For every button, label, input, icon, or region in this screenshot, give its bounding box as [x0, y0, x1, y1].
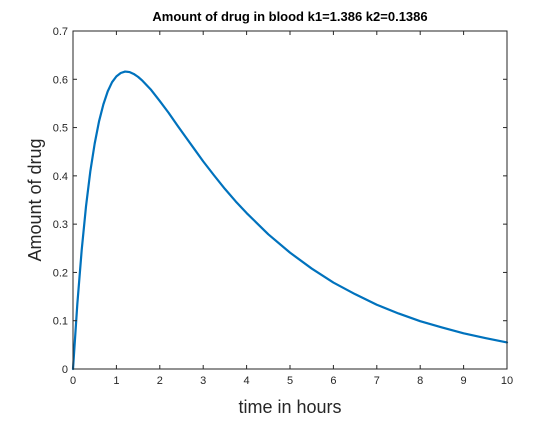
x-tick-label: 6	[330, 375, 336, 387]
y-axis-label: Amount of drug	[25, 138, 45, 261]
series-layer	[71, 70, 509, 371]
y-tick-label: 0.3	[53, 219, 68, 231]
x-tick-label: 0	[70, 375, 76, 387]
y-tick-label: 0.5	[53, 123, 68, 135]
y-tick-label: 0.7	[53, 26, 68, 38]
x-tick-label: 7	[374, 375, 380, 387]
x-tick-label: 5	[287, 375, 293, 387]
y-tick-label: 0.6	[53, 74, 68, 86]
x-tick-label: 2	[157, 375, 163, 387]
plot-area-background	[73, 31, 507, 369]
chart-title: Amount of drug in blood k1=1.386 k2=0.13…	[152, 9, 427, 24]
y-tick-label: 0	[62, 364, 68, 376]
x-axis-label: time in hours	[238, 397, 341, 417]
y-tick-label: 0.1	[53, 316, 68, 328]
x-tick-label: 9	[461, 375, 467, 387]
y-tick-label: 0.4	[53, 171, 68, 183]
x-tick-label: 1	[113, 375, 119, 387]
x-tick-label: 4	[244, 375, 250, 387]
x-axis-ticks: 0 1 2 3 4 5 6 7 8 9 10	[70, 31, 513, 387]
y-axis-ticks: 0 0.1 0.2 0.3 0.4 0.5 0.6 0.7	[53, 26, 507, 376]
x-tick-label: 3	[200, 375, 206, 387]
x-tick-label: 10	[501, 375, 513, 387]
y-tick-label: 0.2	[53, 267, 68, 279]
series-line-1	[71, 70, 509, 371]
x-tick-label: 8	[417, 375, 423, 387]
